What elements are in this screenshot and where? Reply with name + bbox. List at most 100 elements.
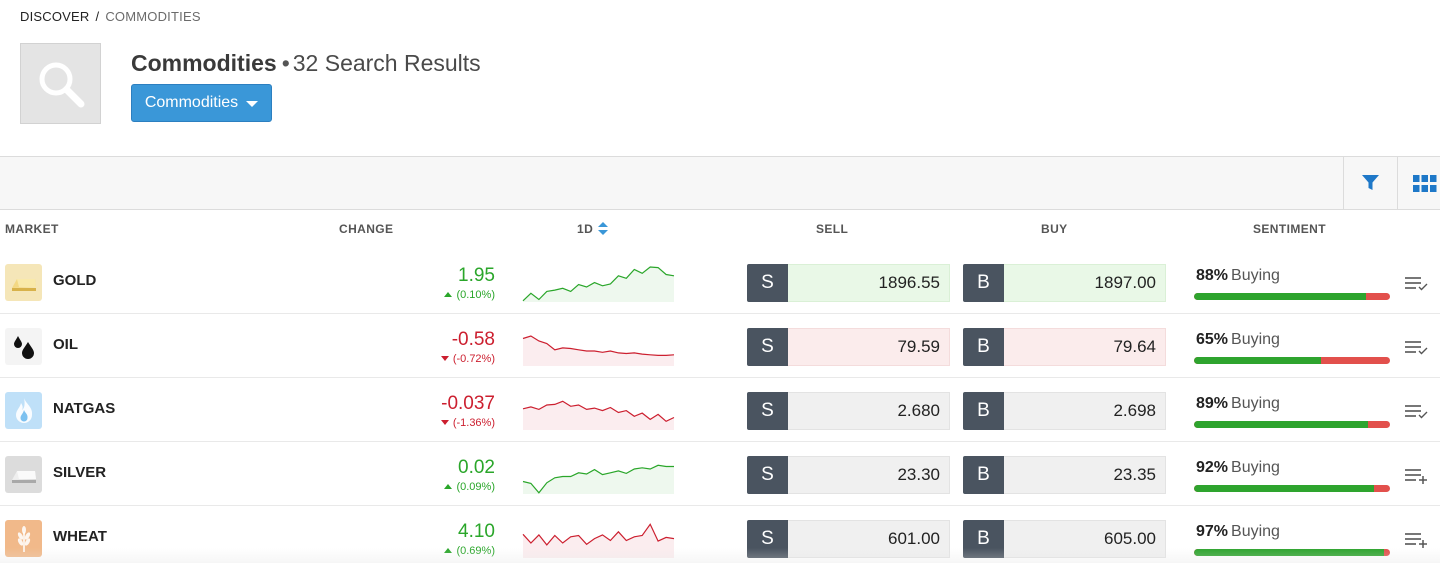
sentiment-label: Buying [1231, 459, 1280, 476]
breadcrumb-separator: / [95, 9, 100, 24]
caret-down-icon [246, 100, 259, 107]
change-cell: 0.02 (0.09%) [444, 457, 495, 494]
market-row-gold[interactable]: GOLD 1.95 (0.10%) S 1896.55 B 1897.00 88… [0, 250, 1440, 314]
market-name[interactable]: OIL [53, 336, 78, 353]
market-name[interactable]: SILVER [53, 464, 107, 481]
sparkline-chart [522, 523, 675, 558]
buy-button[interactable]: B 2.698 [963, 392, 1166, 430]
sentiment-bar [1194, 357, 1390, 364]
market-name[interactable]: GOLD [53, 272, 97, 289]
sell-button[interactable]: S 1896.55 [747, 264, 950, 302]
buy-letter: B [963, 328, 1004, 366]
market-row-silver[interactable]: SILVER 0.02 (0.09%) S 23.30 B 23.35 92% B… [0, 442, 1440, 506]
category-dropdown-label: Commodities [144, 94, 239, 111]
sell-button[interactable]: S 601.00 [747, 520, 950, 558]
sentiment-label: Buying [1231, 395, 1280, 412]
buy-letter: B [963, 520, 1004, 558]
change-cell: 4.10 (0.69%) [444, 521, 495, 558]
market-name[interactable]: WHEAT [53, 528, 107, 545]
change-cell: -0.58 (-0.72%) [440, 329, 495, 366]
sentiment-label: Buying [1231, 523, 1280, 540]
change-value: -0.58 [451, 329, 495, 350]
buy-price: 605.00 [1004, 520, 1166, 558]
col-header-period[interactable]: 1D [577, 222, 609, 236]
sort-icon [598, 222, 609, 236]
watchlist-add-icon[interactable] [1405, 532, 1428, 549]
buy-letter: B [963, 264, 1004, 302]
sentiment-percent: 65% [1196, 331, 1229, 348]
buy-letter: B [963, 392, 1004, 430]
watchlist-check-icon[interactable] [1405, 340, 1428, 355]
breadcrumb-discover[interactable]: DISCOVER [20, 9, 90, 24]
market-row-natgas[interactable]: NATGAS -0.037 (-1.36%) S 2.680 B 2.698 8… [0, 378, 1440, 442]
gas-flame-icon [5, 392, 42, 429]
buy-button[interactable]: B 605.00 [963, 520, 1166, 558]
buy-price: 79.64 [1004, 328, 1166, 366]
filter-icon [1362, 175, 1379, 190]
sentiment-percent: 89% [1196, 395, 1229, 412]
col-header-sentiment: SENTIMENT [1253, 222, 1326, 236]
sparkline-area [523, 336, 674, 366]
sparkline-line [522, 400, 675, 423]
sell-price: 2.680 [788, 392, 950, 430]
col-header-buy: BUY [1041, 222, 1068, 236]
arrow-down-icon [440, 419, 449, 425]
sentiment-text: 89% Buying [1196, 395, 1280, 413]
sparkline-area [523, 465, 674, 494]
change-cell: 1.95 (0.10%) [444, 265, 495, 302]
change-percent: (0.10%) [444, 288, 495, 302]
results-count: 32 Search Results [292, 50, 481, 76]
sell-button[interactable]: S 79.59 [747, 328, 950, 366]
sentiment-percent: 97% [1196, 523, 1229, 540]
sentiment-label: Buying [1231, 267, 1280, 284]
market-name[interactable]: NATGAS [53, 400, 116, 417]
change-value: 1.95 [458, 265, 495, 286]
col-header-period-label: 1D [577, 222, 594, 236]
buy-price: 1897.00 [1004, 264, 1166, 302]
grid-view-button[interactable] [1397, 157, 1440, 209]
sentiment-bar-fill [1194, 293, 1367, 300]
sell-button[interactable]: S 23.30 [747, 456, 950, 494]
grid-view-icon [1412, 174, 1436, 192]
wheat-icon [5, 520, 42, 557]
buy-button[interactable]: B 23.35 [963, 456, 1166, 494]
col-header-sell: SELL [816, 222, 849, 236]
sell-letter: S [747, 328, 788, 366]
watchlist-check-icon[interactable] [1405, 276, 1428, 291]
sparkline-area [523, 524, 674, 558]
sentiment-text: 65% Buying [1196, 331, 1280, 349]
change-cell: -0.037 (-1.36%) [440, 393, 495, 430]
sparkline-line [522, 335, 675, 356]
category-dropdown-button[interactable]: Commodities [131, 84, 272, 122]
sell-price: 1896.55 [788, 264, 950, 302]
market-row-oil[interactable]: OIL -0.58 (-0.72%) S 79.59 B 79.64 65% Bu… [0, 314, 1440, 378]
page-title-text: Commodities [131, 50, 277, 76]
sentiment-percent: 88% [1196, 267, 1229, 284]
sentiment-text: 92% Buying [1196, 459, 1280, 477]
sparkline-line [522, 266, 675, 302]
sparkline-area [523, 401, 674, 430]
sentiment-text: 97% Buying [1196, 523, 1280, 541]
change-value: 4.10 [458, 521, 495, 542]
sell-button[interactable]: S 2.680 [747, 392, 950, 430]
sell-price: 79.59 [788, 328, 950, 366]
results-toolbar [0, 156, 1440, 210]
buy-letter: B [963, 456, 1004, 494]
market-row-wheat[interactable]: WHEAT 4.10 (0.69%) S 601.00 B 605.00 97%… [0, 506, 1440, 563]
sell-letter: S [747, 264, 788, 302]
sell-letter: S [747, 520, 788, 558]
buy-button[interactable]: B 1897.00 [963, 264, 1166, 302]
change-percent-text: (0.09%) [456, 481, 495, 493]
breadcrumb-current: COMMODITIES [105, 9, 201, 24]
filter-button[interactable] [1343, 157, 1397, 209]
buy-price: 23.35 [1004, 456, 1166, 494]
arrow-up-icon [444, 547, 453, 553]
watchlist-add-icon[interactable] [1405, 468, 1428, 485]
watchlist-check-icon[interactable] [1405, 404, 1428, 419]
buy-button[interactable]: B 79.64 [963, 328, 1166, 366]
sell-letter: S [747, 392, 788, 430]
change-percent: (0.69%) [444, 544, 495, 558]
change-percent-text: (-1.36%) [452, 417, 495, 429]
change-percent-text: (0.10%) [456, 289, 495, 301]
change-percent-text: (0.69%) [456, 545, 495, 557]
